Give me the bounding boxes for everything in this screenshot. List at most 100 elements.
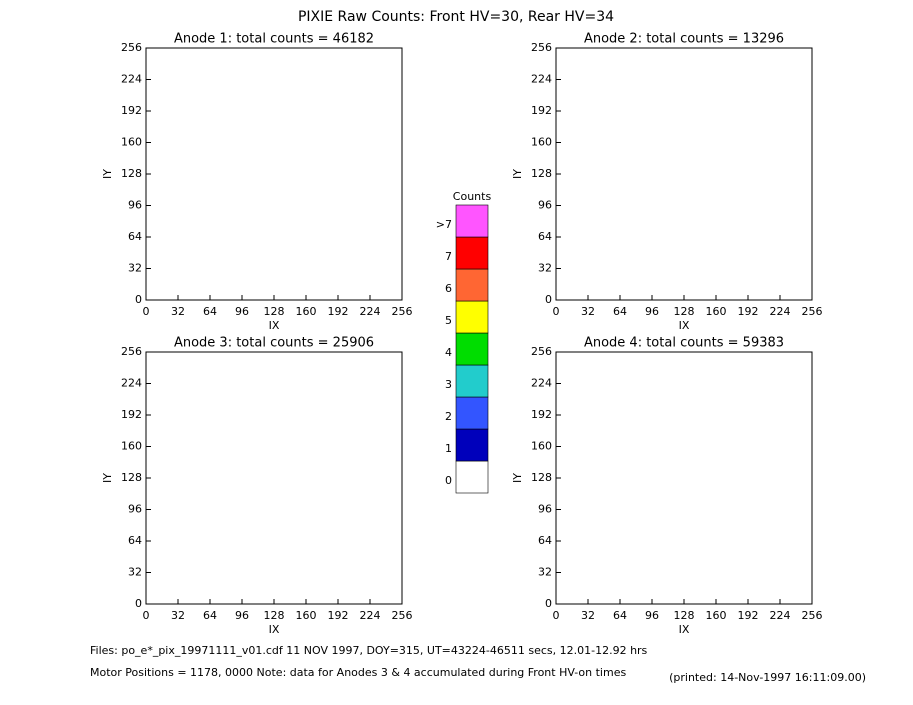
x-tick-label: 0 <box>143 305 150 318</box>
colorbar-label: 7 <box>445 250 452 263</box>
y-tick-label: 32 <box>128 566 142 579</box>
plot-frame <box>145 47 403 301</box>
y-tick-label: 224 <box>531 377 552 390</box>
y-tick-label: 160 <box>531 440 552 453</box>
x-tick-label: 160 <box>296 305 317 318</box>
x-tick-label: 224 <box>360 609 381 622</box>
x-tick-label: 192 <box>738 609 759 622</box>
footer-files: Files: po_e*_pix_19971111_v01.cdf 11 NOV… <box>90 644 648 657</box>
y-tick-label: 128 <box>531 471 552 484</box>
y-tick-label: 96 <box>538 503 552 516</box>
colorbar-swatch <box>455 364 489 398</box>
x-tick-label: 64 <box>613 305 627 318</box>
y-tick-label: 128 <box>121 471 142 484</box>
x-tick-label: 192 <box>738 305 759 318</box>
y-tick-label: 224 <box>121 377 142 390</box>
plot-frame <box>145 351 403 605</box>
colorbar-label: >7 <box>436 218 452 231</box>
y-tick-label: 0 <box>545 597 552 610</box>
colorbar-swatch <box>455 268 489 302</box>
y-tick-label: 160 <box>121 136 142 149</box>
y-axis-label: IY <box>511 473 524 483</box>
panel-title: Anode 3: total counts = 25906 <box>174 336 374 351</box>
y-tick-label: 64 <box>128 534 142 547</box>
x-tick-label: 64 <box>203 305 217 318</box>
y-tick-label: 32 <box>128 262 142 275</box>
x-tick-label: 0 <box>553 305 560 318</box>
colorbar-label: 4 <box>445 346 452 359</box>
y-tick-label: 160 <box>121 440 142 453</box>
colorbar-swatch <box>455 396 489 430</box>
panel-title: Anode 4: total counts = 59383 <box>584 336 784 351</box>
plot-frame <box>555 47 813 301</box>
x-tick-label: 32 <box>171 305 185 318</box>
y-tick-label: 256 <box>121 41 142 54</box>
y-tick-label: 192 <box>531 104 552 117</box>
y-tick-label: 128 <box>121 167 142 180</box>
x-tick-label: 160 <box>706 609 727 622</box>
y-tick-label: 96 <box>128 503 142 516</box>
y-tick-label: 96 <box>538 199 552 212</box>
x-tick-label: 32 <box>581 305 595 318</box>
x-tick-label: 224 <box>360 305 381 318</box>
y-tick-label: 256 <box>531 41 552 54</box>
x-tick-label: 128 <box>264 305 285 318</box>
x-tick-label: 0 <box>143 609 150 622</box>
y-tick-label: 192 <box>121 104 142 117</box>
x-tick-label: 192 <box>328 305 349 318</box>
colorbar-label: 6 <box>445 282 452 295</box>
colorbar-label: 1 <box>445 442 452 455</box>
figure-title: PIXIE Raw Counts: Front HV=30, Rear HV=3… <box>298 9 614 25</box>
x-tick-label: 32 <box>171 609 185 622</box>
panel-title: Anode 1: total counts = 46182 <box>174 32 374 47</box>
colorbar-title: Counts <box>453 190 492 203</box>
colorbar-swatch <box>455 300 489 334</box>
y-tick-label: 256 <box>121 345 142 358</box>
colorbar-swatch <box>455 204 489 238</box>
x-axis-label: IX <box>679 319 690 332</box>
y-tick-label: 32 <box>538 566 552 579</box>
y-tick-label: 256 <box>531 345 552 358</box>
x-tick-label: 128 <box>674 305 695 318</box>
x-tick-label: 96 <box>645 609 659 622</box>
x-tick-label: 96 <box>645 305 659 318</box>
x-tick-label: 96 <box>235 305 249 318</box>
colorbar-swatch <box>455 332 489 366</box>
x-tick-label: 64 <box>203 609 217 622</box>
x-tick-label: 0 <box>553 609 560 622</box>
x-tick-label: 160 <box>706 305 727 318</box>
y-tick-label: 224 <box>531 73 552 86</box>
y-axis-label: IY <box>101 169 114 179</box>
x-tick-label: 224 <box>770 305 791 318</box>
x-tick-label: 224 <box>770 609 791 622</box>
x-axis-label: IX <box>269 623 280 636</box>
plot-frame <box>555 351 813 605</box>
x-tick-label: 192 <box>328 609 349 622</box>
x-tick-label: 256 <box>802 609 823 622</box>
footer-motor: Motor Positions = 1178, 0000 Note: data … <box>90 666 626 679</box>
colorbar-swatch <box>455 460 489 494</box>
y-tick-label: 224 <box>121 73 142 86</box>
y-tick-label: 0 <box>135 597 142 610</box>
footer-printed: (printed: 14-Nov-1997 16:11:09.00) <box>669 671 866 684</box>
y-tick-label: 64 <box>538 534 552 547</box>
y-tick-label: 32 <box>538 262 552 275</box>
y-tick-label: 0 <box>545 293 552 306</box>
y-tick-label: 128 <box>531 167 552 180</box>
x-tick-label: 128 <box>264 609 285 622</box>
colorbar-label: 5 <box>445 314 452 327</box>
panel-title: Anode 2: total counts = 13296 <box>584 32 784 47</box>
colorbar-swatch <box>455 428 489 462</box>
y-tick-label: 64 <box>128 230 142 243</box>
colorbar-swatch <box>455 236 489 270</box>
y-tick-label: 0 <box>135 293 142 306</box>
colorbar-label: 0 <box>445 474 452 487</box>
x-axis-label: IX <box>679 623 690 636</box>
x-tick-label: 256 <box>802 305 823 318</box>
y-axis-label: IY <box>101 473 114 483</box>
x-tick-label: 64 <box>613 609 627 622</box>
x-tick-label: 256 <box>392 305 413 318</box>
y-axis-label: IY <box>511 169 524 179</box>
y-tick-label: 64 <box>538 230 552 243</box>
